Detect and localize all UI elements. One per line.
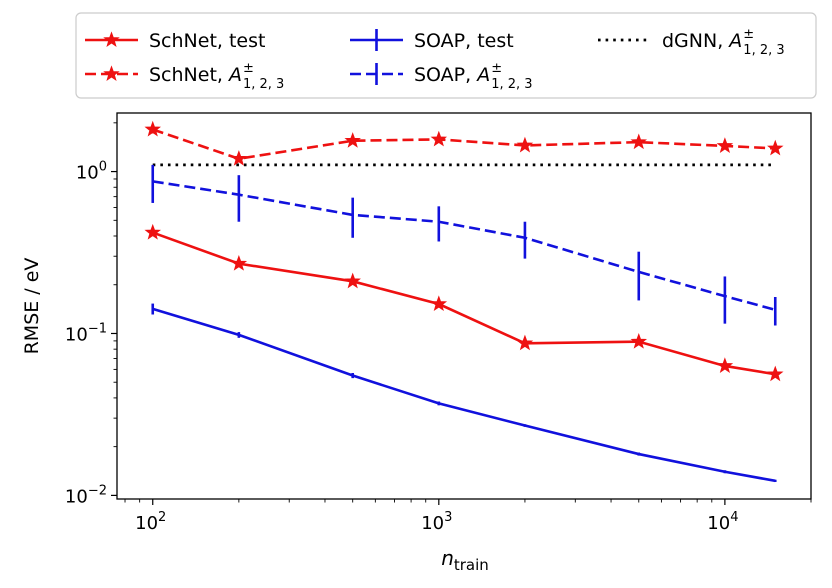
series-0-point-6 — [716, 357, 734, 373]
y-axis-label: RMSE / eV — [21, 258, 43, 355]
x-tick-label-base: 10 — [707, 513, 730, 534]
legend-label-subscript-4: 1, 2, 3 — [743, 43, 784, 58]
series-1 — [144, 120, 784, 166]
plot-area — [116, 112, 812, 500]
y-tick-label-1: 10−1 — [65, 321, 107, 345]
legend-label-subscript-3: 1, 2, 3 — [491, 77, 532, 92]
x-axis-label-subscript: train — [454, 556, 489, 574]
series-1-point-7 — [767, 139, 784, 156]
series-0-point-0 — [144, 223, 161, 240]
series-0-point-3 — [430, 295, 448, 312]
legend-item-0: SchNet, test — [85, 30, 265, 52]
y-tick-label-2: 10−2 — [65, 483, 107, 507]
series-0-point-1 — [230, 254, 248, 271]
legend-label-symbol: A — [475, 64, 490, 86]
series-0-point-5 — [630, 333, 648, 349]
legend-label-superscript-4: ± — [743, 27, 754, 42]
legend-label-text: SOAP, — [414, 64, 477, 86]
series-2 — [151, 303, 777, 483]
legend-label-2: SOAP, test — [414, 30, 514, 52]
x-tick-label-0: 102 — [135, 510, 166, 534]
series-3 — [151, 164, 777, 326]
series-line-1 — [152, 128, 776, 161]
y-tick-label-exponent: 0 — [99, 160, 107, 175]
series-0 — [144, 223, 784, 382]
series-1-point-2 — [344, 132, 361, 148]
legend-star-marker-1 — [103, 65, 120, 82]
legend-label-superscript-1: ± — [243, 61, 254, 76]
legend-label-subscript-1: 1, 2, 3 — [243, 77, 284, 92]
legend-item-3: SOAP, A ±1, 2, 3 — [350, 61, 533, 92]
series-1-point-1 — [230, 150, 248, 166]
x-tick-label-base: 10 — [421, 513, 444, 534]
legend-label-3: SOAP, A — [414, 64, 490, 86]
plot-frame — [116, 112, 812, 500]
legend-item-1: SchNet, A ±1, 2, 3 — [85, 61, 284, 92]
series-1-point-0 — [144, 120, 161, 137]
x-axis-label-main: n — [441, 546, 454, 570]
y-tick-label-base: 10 — [65, 324, 88, 345]
series-1-point-4 — [516, 136, 534, 153]
series-0-point-4 — [516, 334, 534, 351]
legend-item-2: SOAP, test — [350, 29, 514, 52]
series-line-0 — [152, 231, 776, 376]
legend-star-marker-0 — [103, 31, 120, 48]
legend-label-symbol: A — [227, 64, 242, 86]
series-line-3 — [152, 180, 776, 312]
y-tick-label-base: 10 — [65, 486, 88, 507]
x-tick-label-exponent: 3 — [444, 510, 452, 525]
series-line-2 — [152, 307, 776, 483]
y-tick-label-base: 10 — [76, 163, 99, 184]
legend-label-0: SchNet, test — [149, 30, 265, 52]
series-1-point-5 — [630, 133, 648, 150]
x-tick-label-2: 104 — [707, 510, 738, 534]
legend-label-text: dGNN, — [662, 30, 729, 52]
y-tick-label-exponent: −1 — [88, 321, 107, 336]
legend-frame — [75, 12, 817, 99]
legend-label-4: dGNN, A — [662, 30, 742, 52]
legend-label-text: SchNet, test — [149, 30, 265, 52]
y-tick-label-0: 100 — [76, 160, 107, 184]
legend-label-1: SchNet, A — [149, 64, 242, 86]
legend-label-symbol: A — [727, 30, 742, 52]
legend-label-superscript-3: ± — [491, 61, 502, 76]
y-tick-label-exponent: −2 — [88, 483, 107, 498]
x-tick-label-1: 103 — [421, 510, 452, 534]
series-1-point-6 — [716, 137, 734, 153]
x-axis-label: ntrain — [441, 546, 489, 574]
series-0-point-7 — [767, 365, 784, 382]
x-tick-label-exponent: 4 — [730, 510, 738, 525]
legend-label-text: SOAP, test — [414, 30, 514, 52]
series-0-point-2 — [344, 272, 361, 289]
series-1-point-3 — [430, 130, 448, 147]
legend-item-4: dGNN, A ±1, 2, 3 — [598, 27, 785, 58]
x-tick-label-base: 10 — [135, 513, 158, 534]
legend-label-text: SchNet, — [149, 64, 229, 86]
x-tick-label-exponent: 2 — [158, 510, 166, 525]
